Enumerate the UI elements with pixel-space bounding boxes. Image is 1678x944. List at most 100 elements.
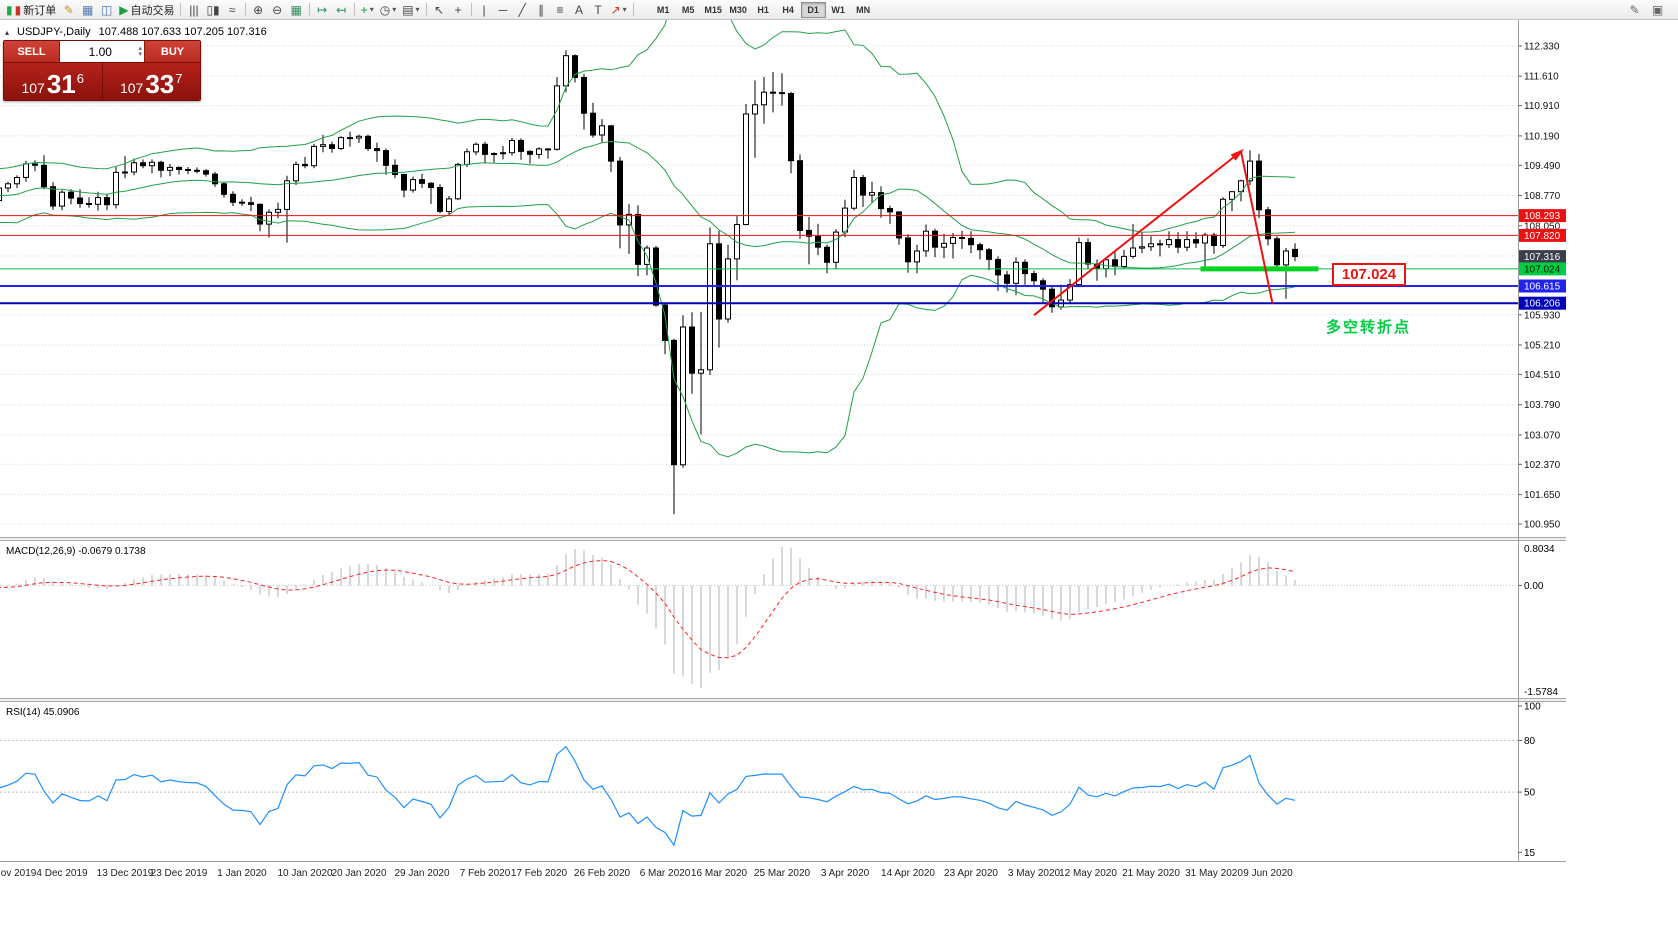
trend-line[interactable] — [1240, 151, 1274, 304]
tile-windows-button[interactable]: ▦ — [287, 1, 306, 19]
timeframe-h1-button[interactable]: H1 — [751, 2, 776, 18]
price-tick-label: 103.070 — [1524, 430, 1561, 441]
candle-body — [158, 161, 164, 171]
bid-price[interactable]: 107 31 6 — [4, 63, 103, 100]
date-axis-label: 23 Dec 2019 — [151, 868, 208, 879]
candlestick-chart-button[interactable]: ▯▮ — [203, 1, 222, 19]
indicators-button[interactable]: + ▾ — [358, 1, 377, 19]
market-watch-button[interactable]: ▦ — [78, 1, 97, 19]
date-axis-label: 29 Jan 2020 — [394, 868, 449, 879]
price-line-label-box — [1519, 209, 1566, 223]
candle-body — [437, 187, 443, 212]
indicators-icon: + — [360, 2, 368, 17]
label-button[interactable]: T — [589, 1, 608, 19]
timeframe-m1-button[interactable]: M1 — [651, 2, 676, 18]
fibonacci-button[interactable]: ≡ — [551, 1, 570, 19]
candle-body — [959, 237, 965, 239]
buy-button[interactable]: BUY — [160, 45, 185, 58]
sell-button[interactable]: SELL — [17, 45, 46, 58]
metaeditor-button[interactable]: ✎ — [59, 1, 78, 19]
timeframe-mn-button[interactable]: MN — [851, 2, 876, 18]
volume-input[interactable] — [62, 43, 139, 60]
one-click-collapse-arrow-icon[interactable]: ▴ — [5, 27, 10, 37]
candle-body — [104, 197, 110, 206]
macd-label: MACD(12,26,9) -0.0679 0.1738 — [6, 546, 146, 557]
ask-price[interactable]: 107 33 7 — [103, 63, 201, 100]
toolbar: ▮ ▮ 新订单 ✎ ▦ ◫ ▶ 自动交易 ||| ▯▮ ≈ ⊕ ⊖ ▦ ↦ ↤ + ▾ ◷ ▾ ▤ ▾ ↖ + | ─ ╱ ∥ ≡ A T ↗… — [0, 0, 1678, 20]
periods-button[interactable]: ◷ ▾ — [377, 1, 400, 19]
candle-body — [5, 183, 11, 189]
cursor-button[interactable]: ↖ — [430, 1, 449, 19]
candle-body — [698, 369, 704, 374]
volume-field: ▴ ▾ — [59, 41, 145, 62]
candle-body — [320, 144, 326, 147]
toolbar-separator — [470, 3, 472, 16]
trendline-button[interactable]: ╱ — [513, 1, 532, 19]
bollinger-lower-band — [0, 204, 1296, 458]
candle-body — [68, 191, 74, 199]
timeframe-m15-button[interactable]: M15 — [701, 2, 726, 18]
timeframe-m30-button[interactable]: M30 — [726, 2, 751, 18]
pane-separator[interactable] — [0, 698, 1566, 702]
volume-decrease-icon[interactable]: ▾ — [138, 50, 142, 58]
trend-line[interactable] — [1033, 150, 1242, 316]
tile-windows-icon: ▦ — [290, 2, 302, 17]
candle-body — [860, 177, 866, 196]
candle-body — [401, 174, 407, 191]
candle-body — [1229, 191, 1235, 200]
volume-increase-icon[interactable]: ▴ — [138, 44, 142, 52]
crosshair-button[interactable]: + — [449, 1, 468, 19]
candle-body — [815, 235, 821, 248]
fibonacci-icon: ≡ — [556, 2, 564, 17]
timeframe-d1-button[interactable]: D1 — [800, 1, 826, 18]
text-button[interactable]: A — [570, 1, 589, 19]
turning-point-label[interactable]: 多空转折点 — [1326, 319, 1412, 336]
pane-separator[interactable] — [0, 537, 1566, 541]
timeframe-m5-button[interactable]: M5 — [676, 2, 701, 18]
price-line-label-box — [1519, 250, 1566, 264]
candle-body — [779, 92, 785, 95]
price-tick-label: 112.330 — [1524, 42, 1560, 53]
chart-shift-button[interactable]: ↤ — [332, 1, 351, 19]
bar-chart-icon: ||| — [189, 2, 199, 17]
bar-chart-button[interactable]: ||| — [184, 1, 203, 19]
date-axis-label: 16 Mar 2020 — [691, 868, 748, 879]
date-axis-label: 13 Dec 2019 — [97, 868, 154, 879]
candle-body — [770, 91, 776, 94]
symbol-period-label: USDJPY-,Daily — [17, 26, 91, 38]
auto-scroll-button[interactable]: ↦ — [313, 1, 332, 19]
timeframe-h4-button[interactable]: H4 — [776, 2, 801, 18]
price-line-label: 107.316 — [1524, 252, 1561, 263]
candle-body — [1022, 261, 1028, 275]
templates-button[interactable]: ▤ ▾ — [399, 1, 422, 19]
candle-body — [356, 135, 362, 139]
zoom-in-button[interactable]: ⊕ — [249, 1, 268, 19]
candle-body — [1283, 250, 1289, 266]
timeframe-w1-button[interactable]: W1 — [826, 2, 851, 18]
chart-properties-button[interactable]: ✎ — [1625, 1, 1644, 19]
price-line-label-box — [1519, 228, 1566, 242]
channel-button[interactable]: ∥ — [532, 1, 551, 19]
arrows-button[interactable]: ↗ ▾ — [608, 1, 630, 19]
candle-body — [932, 230, 938, 248]
price-chart: 112.330 111.610 110.910 110.190 109.490 108.7… — [0, 20, 1566, 879]
candle-body — [203, 170, 209, 175]
autotrading-button[interactable]: ▶ 自动交易 — [116, 1, 177, 19]
zoom-out-button[interactable]: ⊖ — [268, 1, 287, 19]
candle-body — [554, 85, 560, 150]
bid-prefix: 107 — [21, 80, 45, 96]
print-preview-button[interactable]: ▣ — [1648, 1, 1667, 19]
candle-body — [1004, 274, 1010, 284]
candle-body — [230, 193, 236, 203]
candle-body — [851, 177, 857, 209]
price-annotation-box[interactable]: 107.024 — [1332, 263, 1406, 286]
price-tick-label: 110.190 — [1524, 131, 1560, 142]
horizontal-line-button[interactable]: ─ — [494, 1, 513, 19]
line-chart-button[interactable]: ≈ — [223, 1, 242, 19]
new-order-button[interactable]: ▮ ▮ 新订单 — [3, 1, 59, 19]
date-axis-label: 25 Mar 2020 — [754, 868, 811, 879]
horizontal-line-icon: ─ — [498, 2, 508, 17]
data-window-button[interactable]: ◫ — [97, 1, 116, 19]
vertical-line-button[interactable]: | — [475, 1, 494, 19]
bid-pipette: 6 — [76, 71, 84, 86]
